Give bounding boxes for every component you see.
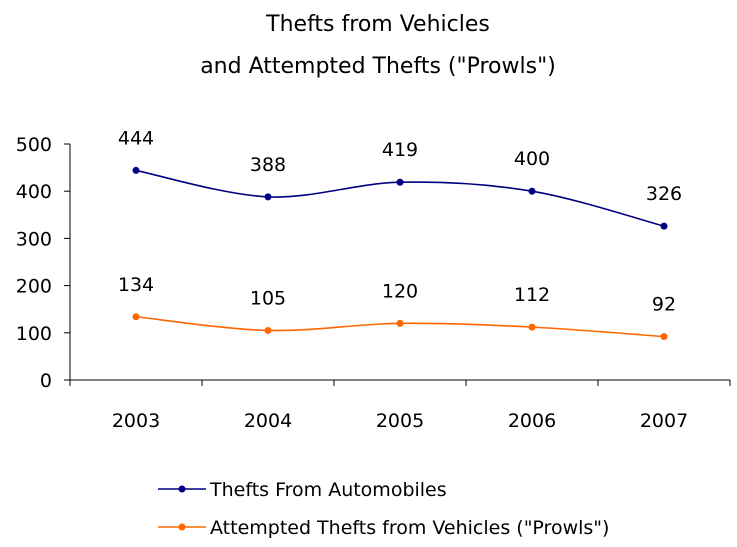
data-label: 112 xyxy=(514,284,550,306)
legend-label: Attempted Thefts from Vehicles ("Prowls"… xyxy=(210,517,609,539)
x-tick-label: 2003 xyxy=(112,410,160,432)
legend-item: Attempted Thefts from Vehicles ("Prowls"… xyxy=(158,517,609,539)
legend-label: Thefts From Automobiles xyxy=(209,479,447,501)
data-label: 92 xyxy=(652,294,676,316)
data-label: 326 xyxy=(646,183,682,205)
legend-marker xyxy=(178,523,186,531)
legend-item: Thefts From Automobiles xyxy=(158,479,447,501)
data-label: 134 xyxy=(118,274,154,296)
axes: 0 100 200 300 400 500 2003 2004 2005 2006 2007 xyxy=(16,134,731,432)
y-tick-label: 200 xyxy=(16,276,52,298)
data-label: 419 xyxy=(382,139,418,161)
data-point xyxy=(264,193,272,201)
data-point xyxy=(660,222,668,230)
y-tick-label: 500 xyxy=(16,134,52,156)
y-tick-label: 400 xyxy=(16,181,52,203)
series: 444 388 419 400 326 134 105 120 112 92 xyxy=(118,127,682,341)
data-point xyxy=(396,319,404,327)
y-tick-label: 0 xyxy=(40,370,52,392)
data-label: 388 xyxy=(250,154,286,176)
data-label: 444 xyxy=(118,127,154,149)
x-tick-label: 2007 xyxy=(640,410,688,432)
data-point xyxy=(528,323,536,331)
chart-title-line-1: Thefts from Vehicles xyxy=(265,12,490,37)
y-tick-label: 300 xyxy=(16,228,52,250)
x-tick-label: 2006 xyxy=(508,410,556,432)
legend: Thefts From Automobiles Attempted Thefts … xyxy=(158,479,609,539)
data-point xyxy=(660,333,668,341)
x-tick-label: 2004 xyxy=(244,410,292,432)
chart-title-line-2: and Attempted Thefts ("Prowls") xyxy=(200,54,556,79)
data-label: 120 xyxy=(382,280,418,302)
chart-title: Thefts from Vehicles and Attempted Theft… xyxy=(200,12,556,79)
legend-marker xyxy=(178,485,186,493)
data-point xyxy=(264,326,272,334)
data-label: 105 xyxy=(250,287,286,309)
data-point xyxy=(528,187,536,195)
y-tick-label: 100 xyxy=(16,323,52,345)
data-point xyxy=(132,166,140,174)
data-point xyxy=(396,178,404,186)
x-tick-label: 2005 xyxy=(376,410,424,432)
data-label: 400 xyxy=(514,148,550,170)
data-point xyxy=(132,313,140,321)
